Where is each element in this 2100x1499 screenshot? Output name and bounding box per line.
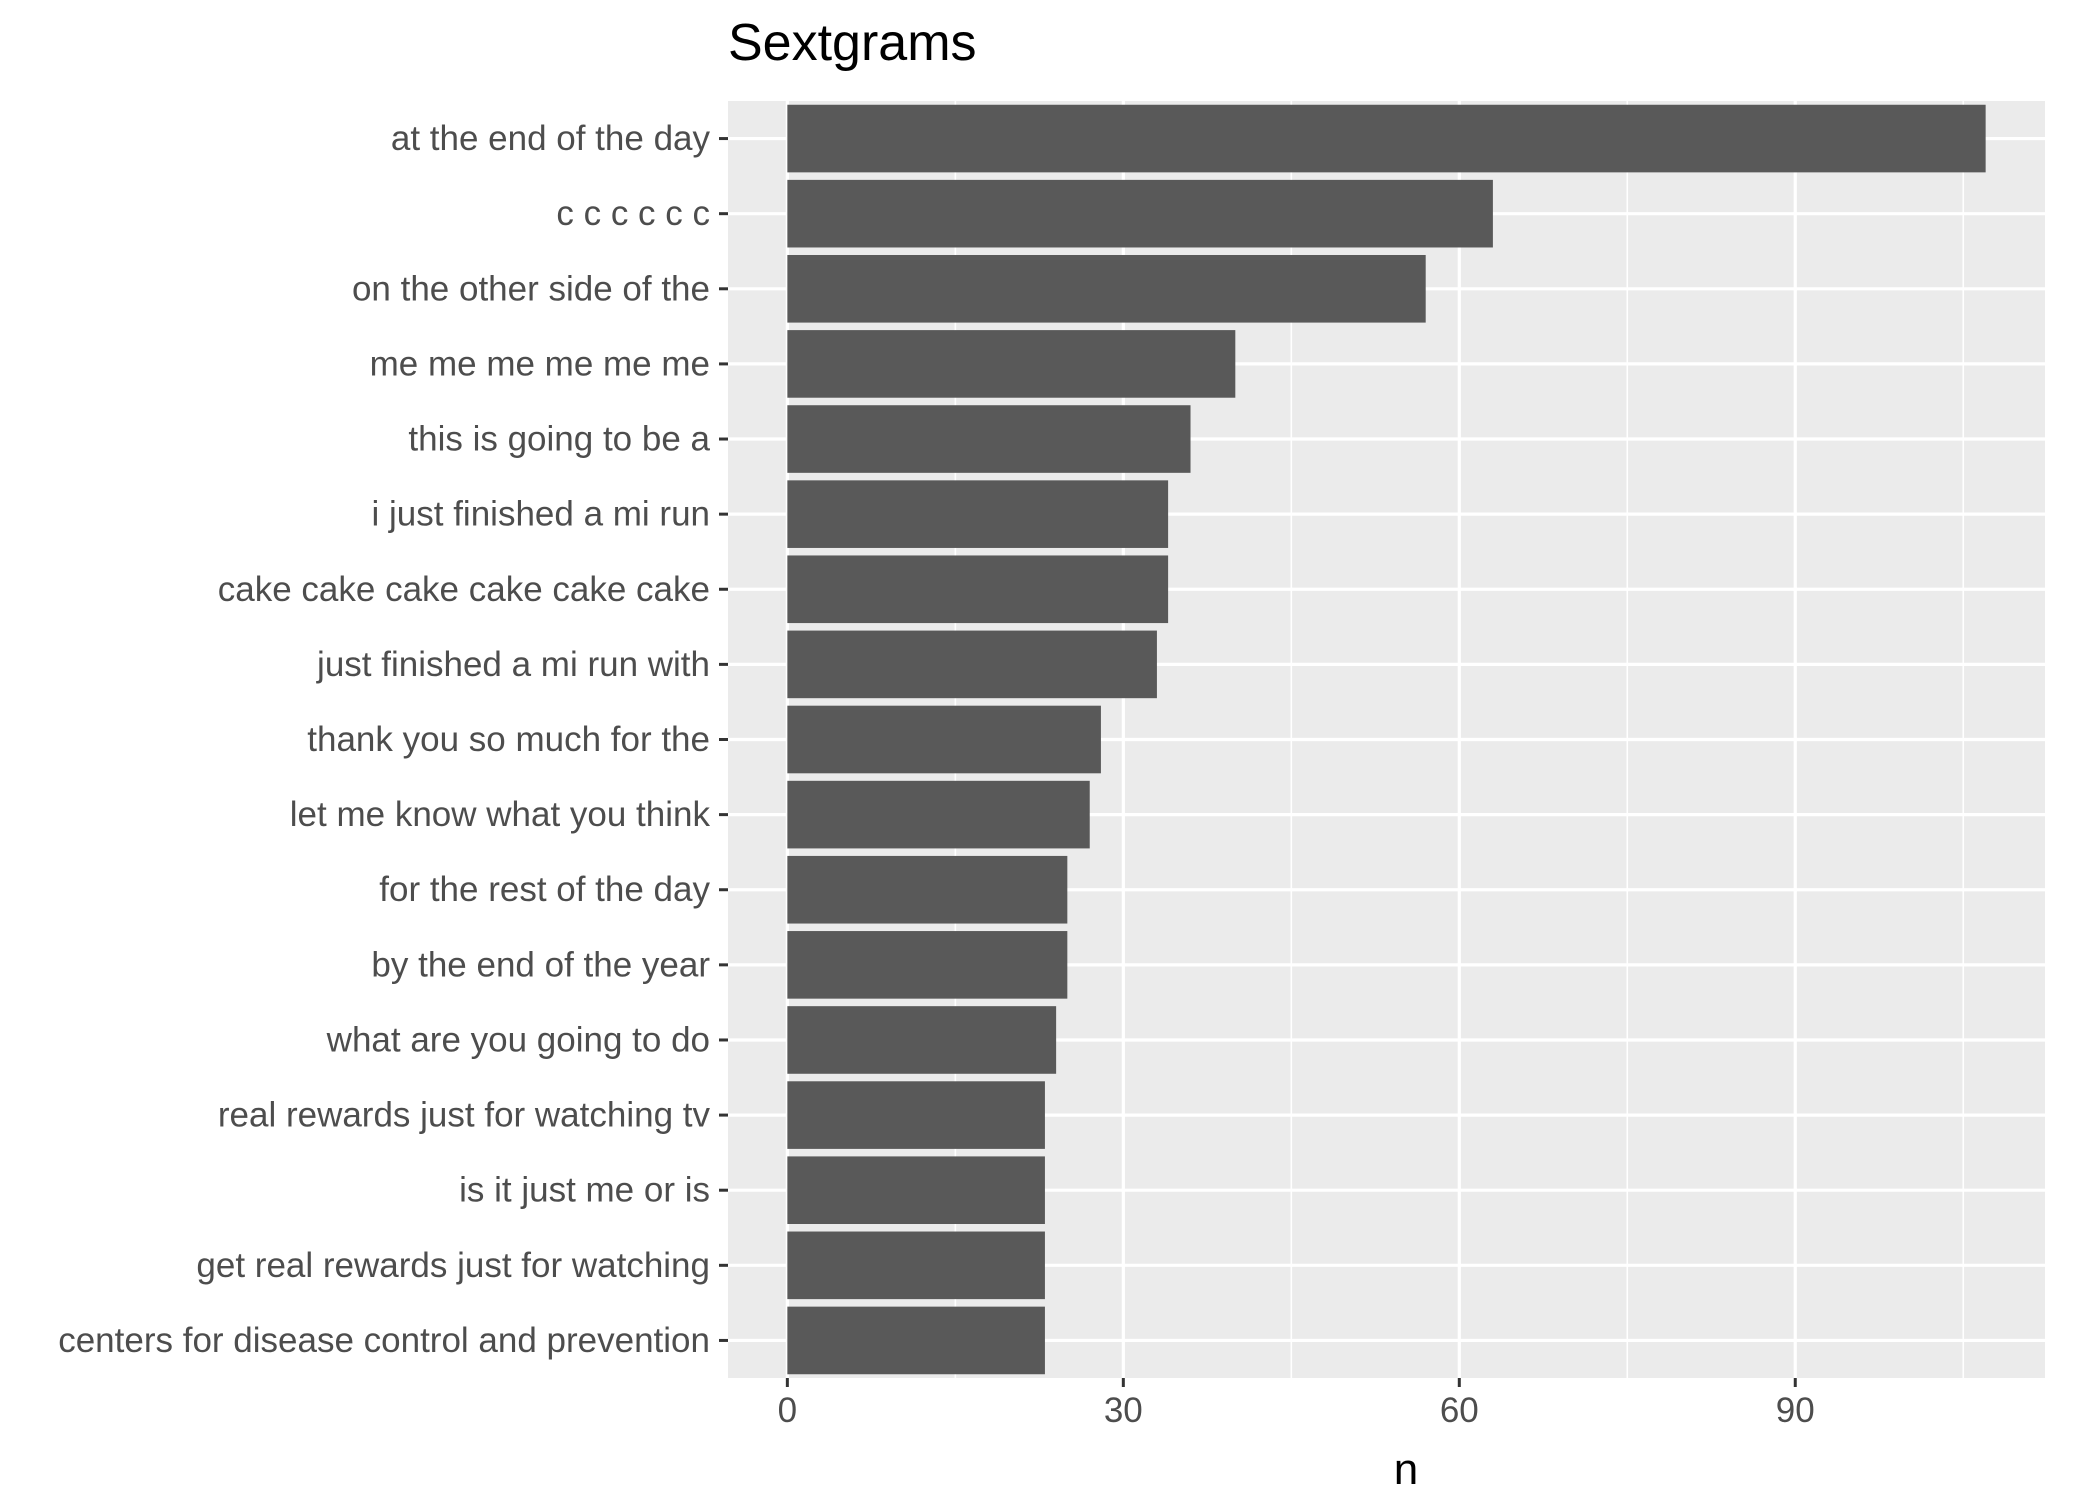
y-tick-label: me me me me me me [370, 344, 710, 383]
y-tick-label: thank you so much for the [307, 720, 710, 759]
bar [787, 104, 1986, 173]
bars [787, 104, 1986, 1375]
x-tick-label: 30 [1104, 1391, 1143, 1430]
y-tick-label: by the end of the year [371, 945, 710, 984]
bar [787, 405, 1191, 473]
x-axis: 0 30 60 90 [778, 1378, 1815, 1430]
x-axis-label: n [1394, 1445, 1418, 1494]
y-tick-label: let me know what you think [290, 795, 711, 834]
bar [787, 555, 1169, 624]
y-tick-label: centers for disease control and preventi… [58, 1321, 710, 1360]
bar [787, 1306, 1045, 1375]
x-tick-label: 90 [1776, 1391, 1815, 1430]
bar [787, 1006, 1057, 1074]
y-tick-label: cake cake cake cake cake cake [218, 570, 710, 609]
bar [787, 1081, 1045, 1149]
bar [787, 705, 1101, 774]
bar [787, 931, 1068, 999]
bar [787, 480, 1169, 548]
y-tick-label: this is going to be a [408, 420, 710, 459]
y-tick-label: is it just me or is [459, 1171, 710, 1210]
bar [787, 1156, 1045, 1225]
y-tick-label: get real rewards just for watching [196, 1246, 710, 1285]
bar [787, 179, 1493, 248]
y-axis: at the end of the day c c c c c c on the o… [58, 119, 728, 1360]
chart-title: Sextgrams [728, 14, 977, 72]
y-tick-label: just finished a mi run with [316, 645, 710, 684]
x-tick-label: 0 [778, 1391, 797, 1430]
y-tick-label: real rewards just for watching tv [218, 1096, 711, 1135]
x-tick-label: 60 [1440, 1391, 1479, 1430]
bar [787, 630, 1157, 699]
y-tick-label: on the other side of the [352, 269, 710, 308]
y-tick-label: at the end of the day [391, 119, 711, 158]
y-tick-label: i just finished a mi run [372, 495, 710, 534]
y-tick-label: c c c c c c [556, 194, 710, 233]
y-tick-label: what are you going to do [326, 1020, 710, 1059]
bar [787, 780, 1090, 849]
bar [787, 254, 1426, 323]
bar [787, 330, 1236, 398]
bar [787, 1231, 1045, 1300]
y-tick-label: for the rest of the day [379, 870, 710, 909]
bar [787, 855, 1068, 924]
